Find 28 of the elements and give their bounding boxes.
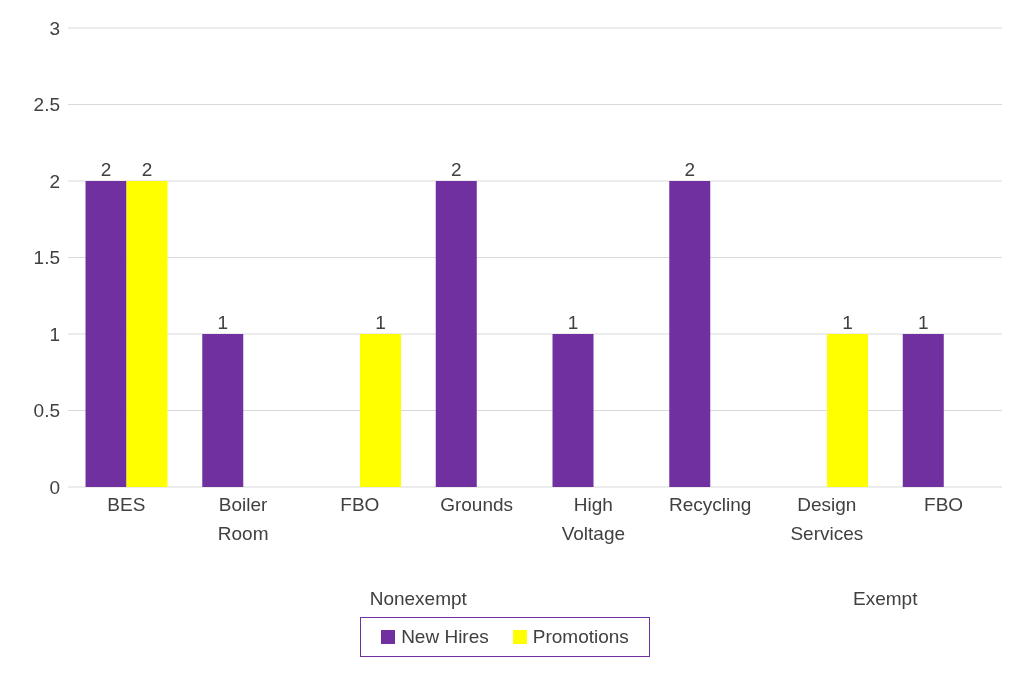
data-label: 2 [141,159,153,180]
y-tick-label: 1.5 [33,247,60,269]
x-tick-label: FBO [340,494,380,515]
x-tick-label: BES [107,494,146,515]
text: Nonexempt [368,588,468,610]
x-tick-label: Recycling [668,494,752,515]
y-tick-label: 1 [49,323,60,345]
y-tick-label: 0.5 [33,400,60,422]
legend-label: New Hires [400,626,489,648]
legend-label: Promotions [531,626,629,648]
data-label: 2 [684,159,696,180]
data-label: 2 [100,159,112,180]
y-tick-label: 2.5 [33,94,60,116]
data-label: 1 [567,312,579,333]
x-tick-label: FBO [924,494,964,515]
y-tick-label: 0 [49,476,60,498]
y-tick-label: 3 [49,17,60,39]
data-label: 1 [217,312,229,333]
data-label: 2 [450,159,462,180]
text: Exempt [852,588,919,610]
data-label: 1 [917,312,929,333]
x-tick-label: Grounds [440,494,514,515]
data-label: 1 [375,312,386,333]
data-label: 1 [842,312,853,333]
x-tick-label: Design Services [790,494,864,544]
x-tick-label: Boiler Room [217,494,269,544]
x-tick-label: High Voltage [561,494,626,544]
y-tick-label: 2 [49,170,60,192]
